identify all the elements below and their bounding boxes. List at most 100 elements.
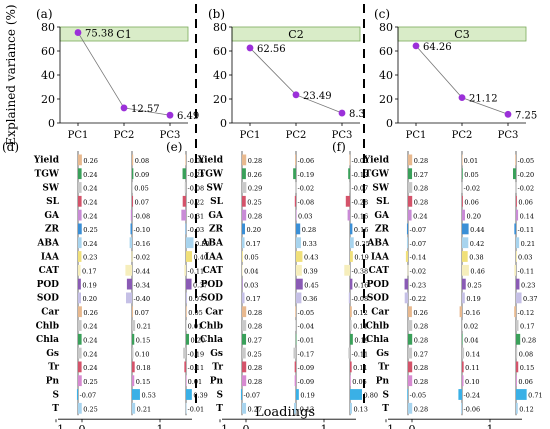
loading-value-label: 0.13 bbox=[353, 405, 367, 413]
loading-panel-f: (f) Yield TGW SW SL GA ZR ABA IAA CAT POD SOD Car Chl… bbox=[332, 140, 543, 429]
loading-bar bbox=[462, 320, 463, 331]
loading-bar bbox=[345, 195, 350, 207]
loading-bar bbox=[186, 320, 187, 331]
data-label: 8.3 bbox=[349, 109, 365, 120]
loading-value-label: 0.07 bbox=[135, 198, 149, 206]
loading-value-label: 0.25 bbox=[83, 226, 97, 234]
loading-value-label: 0.26 bbox=[413, 309, 427, 317]
y-tick-label: 20 bbox=[213, 93, 227, 106]
loading-bar bbox=[131, 251, 133, 262]
loading-bar bbox=[514, 223, 516, 235]
loading-value-label: -0.12 bbox=[518, 309, 535, 317]
loading-bar bbox=[242, 209, 247, 221]
variance-y-axis-label: Explained variance (%) bbox=[4, 4, 18, 145]
loading-value-label: -0.05 bbox=[518, 157, 535, 165]
data-point bbox=[458, 94, 466, 102]
loading-value-label: 0.07 bbox=[135, 309, 149, 317]
loading-bar bbox=[132, 168, 134, 180]
loading-bar bbox=[78, 292, 81, 304]
loading-bar bbox=[349, 154, 351, 166]
loading-value-label: -0.12 bbox=[352, 171, 369, 179]
loading-value-label: 0.40 bbox=[194, 254, 208, 262]
loading-bar bbox=[462, 209, 465, 221]
variable-label: GA bbox=[44, 211, 60, 221]
loading-value-label: 0.28 bbox=[414, 336, 428, 344]
variable-label: ABA bbox=[36, 238, 60, 248]
loading-value-label: -0.40 bbox=[134, 295, 151, 303]
loading-value-label: -0.13 bbox=[298, 405, 315, 413]
loading-bar bbox=[132, 195, 134, 207]
loading-bar bbox=[408, 154, 413, 166]
loading-bar bbox=[296, 292, 302, 304]
loading-bar bbox=[130, 209, 132, 221]
loading-bar bbox=[513, 168, 516, 180]
loading-bar bbox=[462, 154, 463, 166]
loading-value-label: -0.10 bbox=[134, 226, 151, 234]
data-label: 62.56 bbox=[257, 44, 286, 55]
loading-bar bbox=[185, 223, 187, 235]
variable-label: TGW bbox=[35, 169, 60, 179]
loading-bar bbox=[350, 375, 351, 387]
loading-bar bbox=[516, 333, 521, 345]
data-label: 12.57 bbox=[131, 104, 160, 115]
variable-label: ABA bbox=[200, 238, 224, 248]
variable-label: S bbox=[217, 390, 224, 400]
loading-bar bbox=[461, 182, 463, 193]
loading-value-label: 0.07 bbox=[189, 295, 203, 303]
loading-bar bbox=[461, 402, 462, 414]
variable-label: GA bbox=[374, 211, 390, 221]
x-tick-label: PC1 bbox=[68, 130, 89, 141]
loading-value-label: 0.21 bbox=[137, 323, 151, 331]
loading-bar bbox=[186, 251, 192, 262]
loading-bar bbox=[242, 154, 247, 166]
variable-label: CAT bbox=[369, 266, 390, 276]
loading-value-label: 0.16 bbox=[354, 281, 368, 289]
loading-value-label: 0.28 bbox=[248, 309, 262, 317]
loading-bar bbox=[78, 361, 82, 373]
variable-label: T bbox=[52, 404, 59, 414]
loading-bar bbox=[78, 333, 82, 345]
loading-value-label: -0.08 bbox=[134, 212, 151, 220]
loading-value-label: 0.01 bbox=[188, 378, 202, 386]
loading-bar bbox=[350, 389, 362, 400]
loading-bar bbox=[294, 402, 296, 414]
panel-letter: (d) bbox=[2, 140, 19, 154]
loading-value-label: 0.19 bbox=[354, 254, 368, 262]
loading-bar bbox=[516, 320, 519, 331]
loading-value-label: 0.28 bbox=[414, 323, 428, 331]
loading-value-label: 0.24 bbox=[83, 336, 97, 344]
variable-label: Pn bbox=[376, 376, 390, 386]
loading-value-label: -0.02 bbox=[518, 185, 535, 193]
data-point bbox=[246, 44, 254, 52]
series-line bbox=[249, 47, 343, 114]
y-tick-label: 60 bbox=[379, 45, 393, 58]
loading-value-label: 0.28 bbox=[414, 198, 428, 206]
loading-value-label: 0.46 bbox=[470, 267, 484, 275]
loading-value-label: 0.03 bbox=[518, 254, 532, 262]
loading-value-label: -0.23 bbox=[410, 281, 427, 289]
loading-value-label: 0.04 bbox=[244, 267, 258, 275]
data-point bbox=[412, 42, 420, 50]
panel-letter: (e) bbox=[166, 140, 182, 154]
loading-bar bbox=[462, 278, 466, 290]
y-tick-label: 40 bbox=[41, 69, 55, 82]
panel-letter: (f) bbox=[332, 140, 346, 154]
loading-value-label: 0.43 bbox=[304, 254, 318, 262]
loading-value-label: 0.28 bbox=[248, 364, 262, 372]
loading-bar bbox=[78, 209, 82, 221]
variable-label: IAA bbox=[205, 252, 224, 262]
loading-value-label: 0.33 bbox=[302, 240, 316, 248]
loading-bar bbox=[242, 320, 247, 331]
loadings-x-axis-label: Loadings bbox=[255, 405, 315, 420]
x-tick-label: PC3 bbox=[332, 130, 353, 141]
loading-bar bbox=[130, 223, 132, 235]
loading-value-label: 0.38 bbox=[469, 254, 483, 262]
loading-value-label: 0.28 bbox=[248, 212, 262, 220]
variable-label: Chla bbox=[36, 335, 59, 345]
loading-value-label: -0.16 bbox=[464, 309, 481, 317]
loading-value-label: 0.23 bbox=[83, 254, 97, 262]
variable-label: CAT bbox=[203, 266, 224, 276]
variable-label: POD bbox=[367, 280, 390, 290]
x-tick-label: PC2 bbox=[286, 130, 307, 141]
variable-label: POD bbox=[201, 280, 224, 290]
